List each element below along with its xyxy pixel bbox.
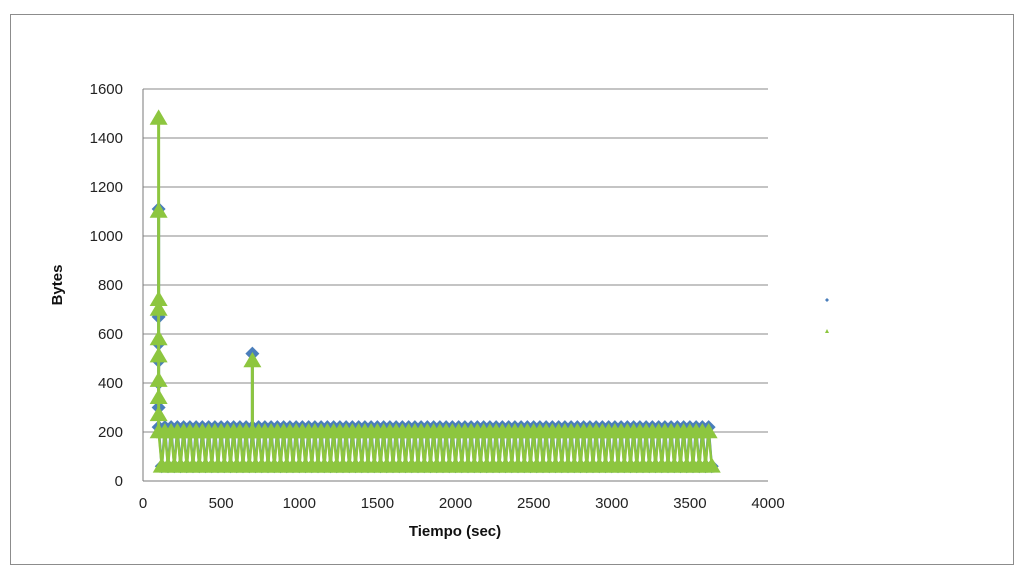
- data-point: [149, 347, 168, 363]
- x-tick-label: 1500: [361, 495, 394, 512]
- gridlines: [143, 88, 768, 433]
- data-point: [149, 202, 168, 218]
- series-line: [157, 431, 714, 467]
- x-tick-label: 3500: [673, 495, 706, 512]
- data-series: [149, 109, 721, 474]
- y-tick-label: 1000: [90, 228, 123, 245]
- y-tick-label: 400: [98, 375, 123, 392]
- data-point: [149, 405, 168, 422]
- data-point: [149, 109, 168, 125]
- y-tick-label: 1400: [90, 130, 123, 147]
- x-tick-label: 2000: [439, 495, 472, 512]
- y-tick-label: 1600: [90, 81, 123, 98]
- data-point: [149, 388, 168, 404]
- chart-frame: [10, 14, 1014, 565]
- y-axis-title: Bytes: [49, 265, 66, 306]
- data-point: [699, 423, 718, 439]
- y-tick-label: 200: [98, 424, 123, 441]
- data-point: [243, 351, 262, 368]
- legend: [825, 298, 829, 333]
- x-tick-label: 1000: [283, 495, 316, 512]
- axes: [142, 89, 768, 482]
- data-point: [149, 300, 168, 316]
- x-tick-label: 500: [209, 495, 234, 512]
- data-point: [149, 371, 168, 387]
- x-tick-label: 4000: [751, 495, 784, 512]
- data-point: [149, 290, 168, 306]
- x-tick-label: 2500: [517, 495, 550, 512]
- y-tick-label: 1200: [90, 179, 123, 196]
- y-tick-label: 0: [115, 473, 123, 490]
- series-2: [149, 109, 721, 473]
- legend-marker: [825, 298, 829, 302]
- data-point: [702, 457, 721, 473]
- tick-labels: 0 200 400 600 800 1000 1200 1400 1600 0 500 1000 150…: [90, 81, 785, 512]
- x-axis-title: Tiempo (sec): [409, 523, 501, 540]
- y-tick-label: 600: [98, 326, 123, 343]
- x-tick-label: 0: [139, 495, 147, 512]
- x-tick-label: 3000: [595, 495, 628, 512]
- legend-marker: [825, 329, 829, 333]
- data-point: [149, 329, 168, 346]
- y-tick-label: 800: [98, 277, 123, 294]
